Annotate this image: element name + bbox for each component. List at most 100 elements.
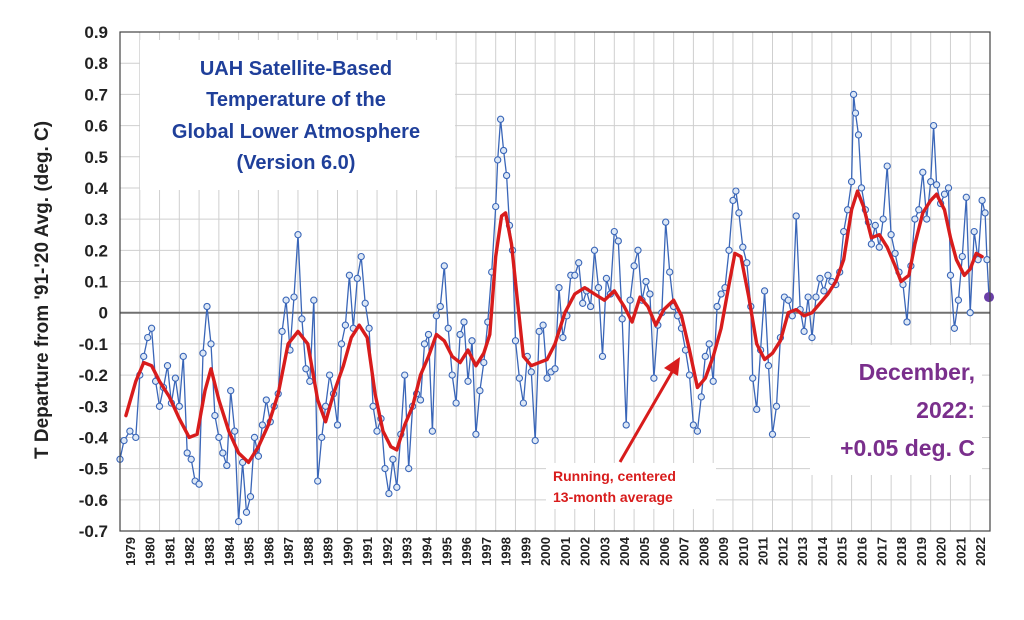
monthly-anomaly-point	[345, 271, 354, 279]
x-tick-label: 2003	[597, 537, 612, 566]
monthly-anomaly-point	[626, 296, 634, 304]
monthly-anomaly-point	[915, 206, 923, 214]
monthly-anomaly-point	[614, 237, 622, 245]
monthly-anomaly-point	[282, 296, 290, 304]
monthly-anomaly-point	[610, 227, 618, 236]
monthly-anomaly-point	[857, 184, 866, 192]
monthly-anomaly-point	[729, 196, 737, 205]
monthly-anomaly-point	[452, 399, 460, 407]
monthly-anomaly-point	[551, 365, 559, 373]
monthly-anomaly-point	[602, 274, 611, 283]
monthly-anomaly-point	[962, 193, 970, 201]
monthly-anomaly-point	[824, 271, 832, 279]
monthly-anomaly-point	[705, 340, 713, 348]
december-label-line-1: December,	[859, 359, 975, 385]
running-note-box	[546, 463, 716, 509]
monthly-anomaly-point	[919, 168, 927, 176]
monthly-anomaly-point	[559, 333, 567, 342]
monthly-anomaly-point	[502, 171, 511, 180]
monthly-anomaly-point	[223, 461, 231, 470]
monthly-anomaly-series	[116, 90, 993, 526]
monthly-anomaly-point	[515, 374, 524, 382]
x-tick-label: 2010	[736, 537, 751, 566]
monthly-anomaly-point	[519, 399, 528, 407]
monthly-anomaly-point	[950, 324, 959, 332]
monthly-anomaly-point	[428, 427, 437, 435]
x-tick-label: 2007	[677, 537, 692, 566]
monthly-anomaly-point	[456, 330, 464, 339]
x-tick-label: 1986	[261, 537, 276, 566]
y-axis-ticks: 0.9 0.8 0.7 0.6 0.5 0.4 0.3 0.2 0.1 0 -0.1 -0.2 -0.3…	[79, 23, 109, 541]
monthly-anomaly-point	[195, 480, 203, 488]
x-tick-label: 2001	[558, 537, 573, 566]
monthly-anomaly-point	[590, 246, 599, 254]
monthly-anomaly-point	[120, 436, 128, 445]
monthly-anomaly-point	[630, 262, 638, 270]
monthly-anomaly-point	[155, 402, 164, 410]
monthly-anomaly-point	[891, 249, 899, 258]
x-tick-label: 1997	[479, 537, 494, 566]
x-tick-label: 1983	[202, 537, 217, 566]
monthly-anomaly-point	[460, 318, 468, 326]
monthly-anomaly-point	[739, 243, 747, 251]
monthly-anomaly-point	[923, 215, 931, 223]
monthly-anomaly-point	[927, 178, 935, 186]
monthly-anomaly-point	[231, 427, 239, 435]
monthly-anomaly-point	[389, 455, 397, 463]
monthly-anomaly-point	[306, 377, 314, 385]
monthly-anomaly-point	[929, 121, 938, 130]
monthly-anomaly-point	[792, 212, 800, 220]
monthly-anomaly-point	[944, 184, 953, 192]
x-tick-label: 1991	[360, 537, 375, 566]
monthly-anomaly-point	[642, 277, 650, 286]
monthly-anomaly-point	[492, 202, 500, 211]
monthly-anomaly-point	[215, 433, 223, 442]
monthly-anomaly-point	[634, 246, 642, 254]
monthly-anomaly-point	[732, 187, 740, 195]
monthly-anomaly-point	[685, 371, 694, 379]
monthly-anomaly-point	[499, 146, 508, 155]
monthly-anomaly-point	[290, 293, 298, 301]
monthly-anomaly-point	[294, 231, 302, 239]
monthly-anomaly-point	[175, 402, 183, 410]
monthly-anomaly-point	[539, 321, 547, 329]
monthly-anomaly-point	[468, 337, 476, 345]
monthly-anomaly-point	[854, 131, 863, 139]
y-tick-label: -0.1	[79, 335, 108, 354]
monthly-anomaly-point	[966, 309, 974, 317]
monthly-anomaly-point	[369, 402, 377, 410]
latest-point-marker	[984, 292, 995, 303]
monthly-anomaly-point	[310, 296, 318, 304]
monthly-anomaly-point	[385, 489, 393, 498]
monthly-anomaly-point	[140, 352, 148, 361]
monthly-anomaly-point	[579, 299, 587, 307]
monthly-anomaly-point	[735, 209, 743, 217]
x-tick-label: 1989	[321, 537, 336, 566]
y-tick-label: 0.4	[84, 179, 108, 198]
monthly-anomaly-point	[713, 302, 721, 311]
monthly-anomaly-point	[650, 374, 658, 382]
monthly-anomaly-point	[743, 259, 751, 267]
monthly-anomaly-point	[527, 368, 535, 376]
y-tick-label: -0.7	[79, 522, 108, 541]
monthly-anomaly-point	[496, 115, 505, 123]
monthly-anomaly-point	[911, 215, 919, 223]
x-tick-label: 2012	[775, 537, 790, 566]
x-tick-label: 1998	[499, 537, 514, 566]
monthly-anomaly-point	[954, 296, 963, 304]
monthly-anomaly-point	[298, 315, 306, 323]
monthly-anomaly-point	[768, 430, 777, 438]
y-tick-label: 0.2	[84, 241, 108, 260]
monthly-anomaly-point	[183, 449, 191, 457]
x-tick-label: 2020	[934, 537, 949, 566]
monthly-anomaly-point	[970, 227, 978, 236]
monthly-anomaly-point	[361, 299, 369, 307]
running-note-line-1: Running, centered	[553, 468, 676, 484]
monthly-anomaly-point	[903, 318, 911, 326]
x-tick-label: 2018	[894, 537, 909, 566]
y-tick-label: 0.3	[84, 210, 108, 229]
y-tick-label: -0.4	[79, 428, 109, 447]
chart-title-line-1: UAH Satellite-Based	[200, 58, 392, 80]
x-tick-label: 1982	[182, 537, 197, 566]
